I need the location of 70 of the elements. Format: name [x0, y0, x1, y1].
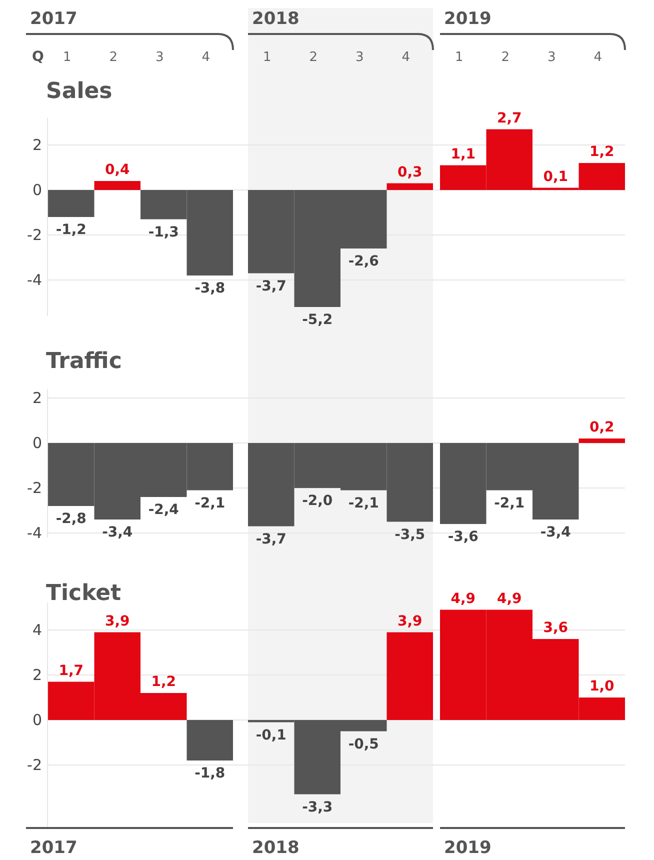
- y-tick-label: -2: [27, 756, 42, 774]
- y-tick-label: -4: [27, 270, 42, 289]
- data-label: 4,9: [450, 590, 476, 607]
- data-label: -2,6: [348, 254, 379, 270]
- x-tick-label: 2: [109, 50, 118, 65]
- x-tick-label: 1: [262, 50, 272, 65]
- y-tick-label: 0: [32, 710, 42, 729]
- text: 2018: [252, 838, 300, 858]
- data-label: 1,7: [58, 662, 84, 679]
- data-label: -2,4: [148, 502, 180, 518]
- data-label: -2,0: [302, 493, 333, 509]
- data-label: 0,4: [104, 162, 130, 178]
- x-tick-label: 3: [155, 50, 164, 65]
- data-label: -3,8: [194, 280, 226, 296]
- x-tick-label: 2: [309, 50, 318, 65]
- data-label: 3,6: [543, 620, 568, 636]
- data-label: 3,9: [397, 613, 422, 630]
- x-tick-label: 1: [62, 50, 72, 65]
- data-label: -3,7: [256, 278, 286, 294]
- x-tick-label: 4: [402, 50, 410, 65]
- data-label: -2,1: [348, 495, 379, 512]
- data-label: 0,3: [397, 164, 422, 180]
- x-tick-label: 4: [594, 50, 602, 65]
- chart-title: Sales: [46, 79, 112, 104]
- data-label: -3,7: [256, 531, 286, 548]
- data-label: 1,1: [450, 146, 476, 162]
- y-tick-label: -4: [27, 524, 42, 542]
- chart-title: Ticket: [46, 581, 122, 606]
- data-label: -0,1: [256, 727, 286, 744]
- chart-title: Traffic: [46, 349, 122, 374]
- data-label: -2,1: [194, 495, 226, 512]
- data-label: -2,8: [56, 511, 86, 527]
- data-label: -1,2: [56, 222, 86, 238]
- data-label: 0,1: [543, 168, 568, 185]
- x-axis-title: Q: [32, 49, 44, 65]
- data-label: -1,3: [148, 224, 179, 240]
- data-label: -3,5: [394, 526, 426, 543]
- data-label: -0,5: [348, 736, 379, 752]
- data-label: -3,6: [448, 529, 478, 545]
- y-tick-label: 2: [32, 666, 42, 684]
- data-label: 1,2: [151, 674, 176, 690]
- x-tick-label: 3: [547, 50, 556, 65]
- y-tick-label: 0: [32, 434, 42, 452]
- x-tick-label: 2: [501, 50, 510, 65]
- data-label: 2,7: [496, 110, 522, 126]
- data-label: -3,3: [302, 799, 333, 816]
- data-label: 1,2: [589, 144, 614, 160]
- x-tick-label: 4: [202, 50, 210, 65]
- data-label: 3,9: [104, 613, 130, 630]
- text: 2017: [30, 9, 78, 29]
- data-label: 4,9: [496, 590, 522, 607]
- text: 2019: [444, 838, 492, 858]
- y-tick-label: 2: [32, 388, 42, 407]
- x-tick-label: 3: [355, 50, 364, 65]
- text: 2019: [444, 9, 492, 29]
- y-tick-label: -2: [27, 226, 42, 244]
- data-label: -2,1: [494, 495, 525, 512]
- text: 2018: [252, 9, 300, 29]
- y-tick-label: 2: [32, 136, 42, 154]
- y-tick-label: -2: [27, 478, 42, 497]
- data-label: 1,0: [589, 678, 615, 694]
- data-label: 0,2: [589, 420, 614, 436]
- data-label: -5,2: [302, 312, 333, 328]
- data-label: -3,4: [540, 524, 572, 540]
- text: 2017: [30, 838, 78, 858]
- y-tick-label: 0: [32, 180, 42, 199]
- y-tick-label: 4: [32, 620, 42, 639]
- data-label: -1,8: [194, 766, 226, 782]
- data-label: -3,4: [102, 524, 133, 540]
- x-tick-label: 1: [454, 50, 464, 65]
